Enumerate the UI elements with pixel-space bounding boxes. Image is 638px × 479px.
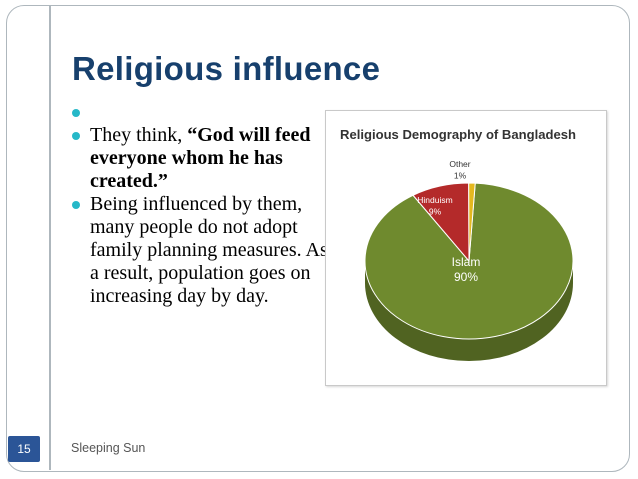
bullet-item: Being influenced by them, many people do… (70, 193, 332, 308)
bullet-list: They think, “God will feed everyone whom… (70, 101, 332, 308)
left-rule (49, 6, 51, 470)
pie-chart: Religious Demography of Bangladesh Islam… (325, 110, 607, 386)
page-number-badge: 15 (8, 436, 40, 462)
pie-slice-side-islam (365, 261, 573, 361)
slice-value-islam: 90% (454, 270, 478, 284)
slice-value-hinduism: 9% (429, 207, 442, 217)
chart-title: Religious Demography of Bangladesh (340, 127, 576, 142)
bullet-dot-icon (72, 201, 80, 209)
bullet-text: They think, (90, 124, 188, 146)
bullet-text: Being influenced by them, many people do… (90, 193, 328, 307)
slice-label-other: Other (449, 159, 470, 169)
bullet-dot-icon (72, 109, 80, 117)
pie-chart-svg: Religious Demography of Bangladesh Islam… (340, 127, 576, 361)
bullet-item-empty (70, 101, 332, 124)
footer-text: Sleeping Sun (71, 441, 146, 455)
bullet-quote: “God will feed everyone whom he has crea… (90, 124, 311, 192)
bullet-item: They think, “God will feed everyone whom… (70, 124, 332, 193)
slide-title: Religious influence (72, 50, 381, 87)
slice-value-other: 1% (454, 171, 467, 181)
slice-label-islam: Islam (452, 255, 481, 269)
slice-label-hinduism: Hinduism (417, 195, 452, 205)
pie-slice-other (468, 182, 476, 262)
bullet-dot-icon (72, 132, 80, 140)
